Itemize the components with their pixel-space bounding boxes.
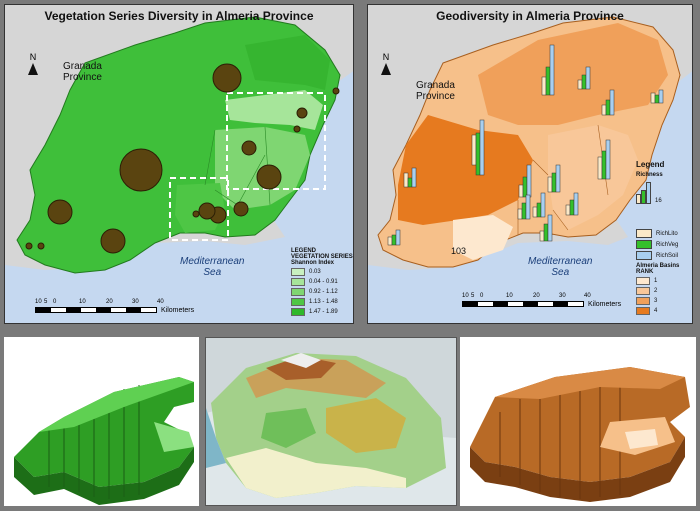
legend-row: 4 — [636, 307, 679, 315]
geodiversity-3d-view — [460, 337, 696, 506]
scale-tick: 20 — [533, 293, 540, 299]
scale-tick: 10 — [79, 299, 86, 305]
almeria-land — [16, 16, 341, 274]
legend-row: 1.13 - 1.48 — [291, 298, 353, 306]
legend-title: LEGEND — [291, 248, 317, 254]
basin-number-label: 103 — [451, 246, 467, 256]
legend-row: 0.03 — [291, 268, 353, 276]
scale-bar: 10 5 0 10 20 30 40 Kilometers — [462, 293, 621, 308]
basin-rank4 — [398, 115, 533, 225]
basin-north — [245, 35, 330, 90]
legend-row: 1 — [636, 277, 679, 285]
scale-tick: 0 — [53, 299, 57, 305]
richness-sample: 16 — [636, 182, 664, 204]
legend-row: RichSoil — [636, 251, 678, 260]
legend-basins-label: Almeria Basins — [636, 263, 680, 269]
scale-bar: 10 5 0 10 20 30 40 Kilometers — [35, 299, 194, 314]
mediterranean-sea-label: Mediterranean Sea — [528, 256, 593, 278]
legend-row: 3 — [636, 297, 679, 305]
granada-province-label: Granada Province — [416, 80, 455, 102]
scale-tick: 30 — [132, 299, 139, 305]
basin-rank3 — [478, 23, 668, 125]
legend-row: 0.92 - 1.12 — [291, 288, 353, 296]
vegetation-3d-view — [4, 337, 199, 506]
scale-tick: 30 — [559, 293, 566, 299]
scale-unit: Kilometers — [588, 301, 622, 308]
geodiversity-legend: Legend Richness 16 — [636, 160, 664, 204]
legend-subtitle: VEGETATION SERIES — [291, 254, 353, 260]
terrain-relief-render — [206, 338, 456, 505]
north-arrow-icon — [381, 63, 391, 75]
scale-tick: 10 — [35, 299, 42, 305]
legend-row: 1.47 - 1.89 — [291, 308, 353, 316]
legend-row: 2 — [636, 287, 679, 295]
geodiversity-map — [368, 5, 692, 323]
scale-unit: Kilometers — [161, 307, 195, 314]
legend-index-label: Shannon Index — [291, 260, 335, 266]
focus-box-east — [226, 92, 326, 190]
vegetation-map-title: Vegetation Series Diversity in Almeria P… — [44, 9, 314, 23]
terrain-relief-view — [205, 337, 457, 506]
richness-value: 16 — [655, 198, 662, 204]
scale-tick: 0 — [480, 293, 484, 299]
scale-tick: 10 — [506, 293, 513, 299]
legend-richness-label: Richness — [636, 172, 663, 178]
shannon-circles — [25, 63, 340, 254]
mediterranean-sea-label: Mediterranean Sea — [180, 256, 245, 278]
vegetation-legend: LEGEND VEGETATION SERIES Shannon Index 0… — [291, 248, 353, 316]
vegetation-3d-extrusion — [14, 377, 194, 505]
basin-rank1 — [453, 215, 513, 260]
geodiversity-3d-extrusion — [470, 367, 690, 502]
richness-bars — [387, 44, 664, 246]
geodiversity-map-panel: Geodiversity in Almeria Province — [367, 4, 693, 324]
north-arrow: N — [27, 53, 39, 75]
legend-row: RichVeg — [636, 240, 678, 249]
legend-row: 0.04 - 0.91 — [291, 278, 353, 286]
legend-rank-label: RANK — [636, 269, 654, 275]
north-label: N — [382, 52, 390, 62]
north-arrow: N — [380, 53, 392, 75]
basins-legend: Almeria Basins RANK 1 2 3 4 — [636, 263, 679, 315]
vegetation-map-panel: Vegetation Series Diversity in Almeria P… — [4, 4, 354, 324]
scale-tick: 10 — [462, 293, 469, 299]
scale-tick: 40 — [584, 293, 591, 299]
scale-tick: 5 — [44, 299, 48, 305]
scale-tick: 5 — [471, 293, 475, 299]
vegetation-map — [5, 5, 353, 323]
north-label: N — [29, 52, 37, 62]
scale-tick: 20 — [106, 299, 113, 305]
geodiversity-map-title: Geodiversity in Almeria Province — [436, 9, 624, 23]
north-arrow-icon — [28, 63, 38, 75]
basin-light — [225, 90, 323, 130]
scale-tick: 40 — [157, 299, 164, 305]
granada-province-label: Granada Province — [63, 61, 102, 83]
legend-title: Legend — [636, 160, 665, 169]
series-legend: RichLito RichVeg RichSoil — [636, 227, 678, 260]
legend-row: RichLito — [636, 229, 678, 238]
